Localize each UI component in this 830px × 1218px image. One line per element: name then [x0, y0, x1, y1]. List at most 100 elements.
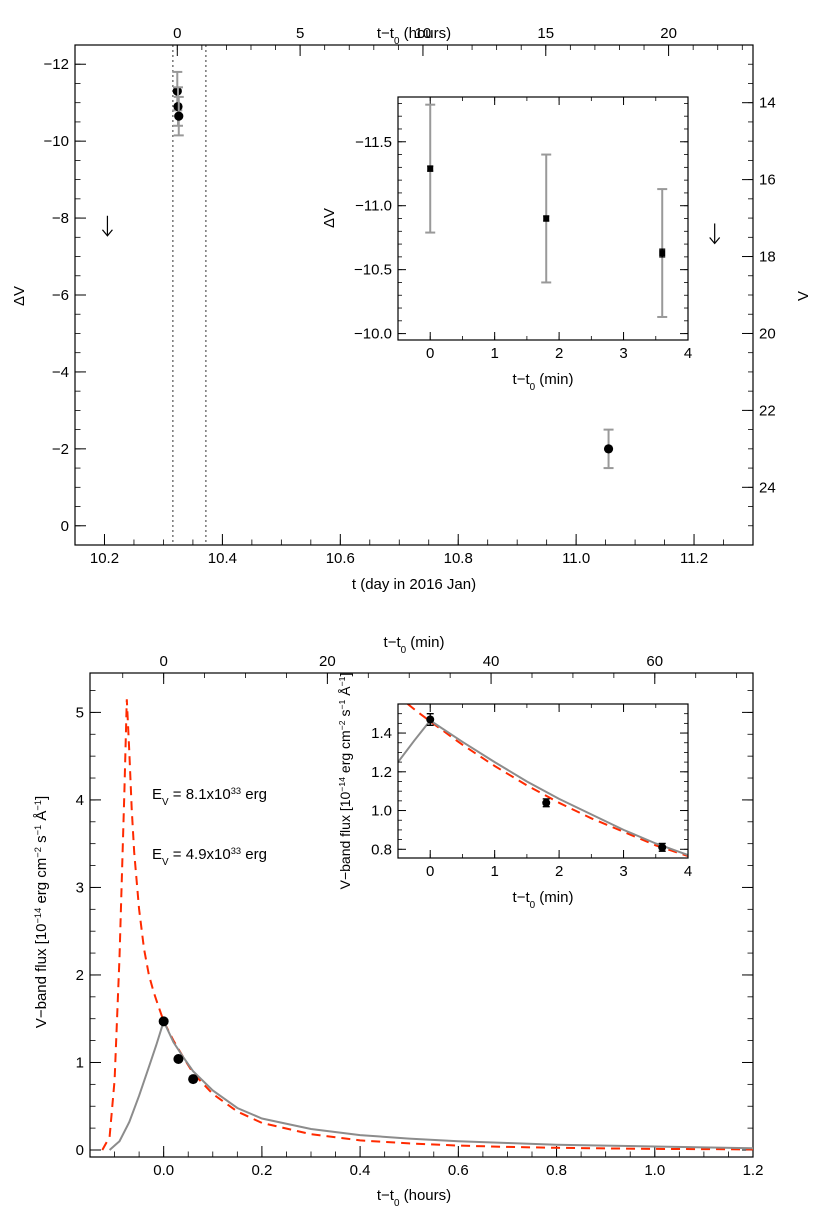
x-tick-label: 1	[490, 345, 498, 362]
x-tick-label: 10.6	[326, 550, 355, 567]
x-tick-label: 11.2	[680, 550, 708, 567]
label-part: (min)	[535, 889, 573, 906]
label-part: Å	[33, 811, 50, 825]
top-axis-tick-label: 10	[415, 25, 432, 42]
label-part: erg cm	[337, 730, 353, 777]
x-tick-label: 1.2	[743, 1162, 764, 1179]
label-part: t−t	[513, 889, 531, 906]
top-panel: 10.2 10.4 10.6 10.8 11.0 11.2 −12 −10 −8 −6 −4 −2 0 0…	[11, 25, 812, 593]
x-tick-label: 0.8	[546, 1162, 567, 1179]
y-tick-label: 2	[76, 967, 84, 984]
bottom-inset: 0 1 2 3 40.81.01.21.4t−t0 (min)V−band flux […	[337, 673, 692, 911]
label-part: erg	[241, 786, 267, 803]
inset-x-axis-title: t−t0 (min)	[513, 371, 574, 393]
right-axis-tick-label: 16	[759, 172, 776, 189]
energy-annotation: EV = 4.9x1033 erg	[152, 846, 267, 868]
y-tick-label: 0	[76, 1142, 84, 1159]
y-tick-label: −10.0	[354, 326, 392, 343]
inset-model-curve	[398, 719, 688, 857]
y-axis-title: V−band flux [10−14 erg cm−2 s−1 Å−1]	[33, 796, 50, 1028]
x-tick-label: 10.4	[208, 550, 237, 567]
label-part: s	[33, 835, 50, 847]
label-part: 33	[231, 846, 241, 856]
label-part: t−t	[377, 25, 395, 42]
label-part: ]	[33, 796, 50, 800]
y-tick-label: 1.4	[371, 725, 392, 742]
label-part: −14	[337, 777, 347, 792]
label-part: = 8.1x10	[169, 786, 231, 803]
label-part: (hours)	[399, 1187, 451, 1204]
y-tick-label: −10.5	[354, 262, 392, 279]
top-axis-tick-label: 0	[159, 653, 167, 670]
label-part: (min)	[406, 634, 444, 651]
label-part: 0	[394, 36, 400, 47]
y-tick-label: 4	[76, 792, 84, 809]
inset-data-point	[658, 843, 667, 852]
y-tick-label: −12	[44, 56, 69, 73]
label-part: −2	[33, 847, 43, 858]
label-part: erg	[241, 846, 267, 863]
label-part: E	[152, 846, 162, 863]
label-part: −2	[337, 720, 347, 730]
right-axis-tick-label: 22	[759, 402, 776, 419]
label-part: V	[162, 797, 169, 808]
right-axis-tick-label: 14	[759, 95, 776, 112]
inset-y-axis-title: V−band flux [10−14 erg cm−2 s−1 Å−1]	[337, 673, 353, 890]
label-part: −1	[337, 676, 347, 686]
y-tick-label: 1	[76, 1054, 84, 1071]
label-part: −14	[33, 908, 43, 924]
label-part: 0	[401, 645, 407, 656]
upper-limit-head	[101, 229, 113, 237]
x-tick-label: 0	[426, 345, 434, 362]
data-point	[603, 444, 614, 454]
top-axis-title: t−t0 (hours)	[377, 25, 451, 47]
top-inset: 0 1 2 3 4−11.5−11.0−10.5−10.0t−t0 (min)ΔV	[321, 96, 692, 393]
x-tick-label: 10.2	[90, 550, 119, 567]
top-axis-tick-label: 0	[173, 25, 181, 42]
label-part: −1	[33, 800, 43, 811]
x-tick-label: 4	[684, 863, 692, 880]
inset-background	[398, 704, 688, 858]
label-part: s	[337, 710, 353, 721]
label-part: ]	[337, 673, 353, 677]
x-tick-label: 1	[490, 863, 498, 880]
label-part: 0	[530, 900, 536, 911]
label-part: erg cm	[33, 858, 50, 908]
x-tick-label: 4	[684, 345, 692, 362]
bottom-inset-frame	[397, 703, 689, 859]
right-axis-tick-label: 18	[759, 249, 776, 266]
right-axis-tick-label: 24	[759, 479, 776, 496]
label-part: V−band flux [10	[33, 923, 50, 1028]
label-part: t−t	[513, 371, 531, 388]
inset-background	[398, 97, 688, 340]
model-curve	[108, 1018, 753, 1151]
top-axis-tick-label: 5	[296, 25, 304, 42]
top-axis-tick-label: 20	[319, 653, 336, 670]
label-part: V	[162, 857, 169, 868]
x-tick-label: 2	[555, 863, 563, 880]
y-tick-label: 5	[76, 704, 84, 721]
upper-limit-head	[709, 237, 721, 245]
inset-data-point	[426, 715, 435, 724]
y-tick-label: 0	[61, 518, 69, 535]
label-part: = 4.9x10	[169, 846, 231, 863]
label-part: V−band flux [10	[337, 791, 353, 889]
label-part: t−t	[377, 1187, 395, 1204]
x-tick-label: 10.8	[444, 550, 473, 567]
inset-data-point	[427, 165, 434, 172]
top-axis-tick-label: 60	[646, 653, 663, 670]
label-part: −1	[33, 825, 43, 836]
x-tick-label: 0.2	[251, 1162, 272, 1179]
x-tick-label: 0.4	[350, 1162, 371, 1179]
inset-model-curve	[407, 704, 688, 858]
inset-data-point	[659, 250, 666, 257]
label-part: −1	[337, 699, 347, 709]
data-point	[158, 1016, 169, 1027]
inset-y-axis-title: ΔV	[321, 208, 338, 228]
inset-data-point	[543, 215, 550, 222]
x-axis-title: t−t0 (hours)	[377, 1187, 451, 1209]
y-tick-label: −8	[52, 210, 69, 227]
x-tick-label: 2	[555, 345, 563, 362]
